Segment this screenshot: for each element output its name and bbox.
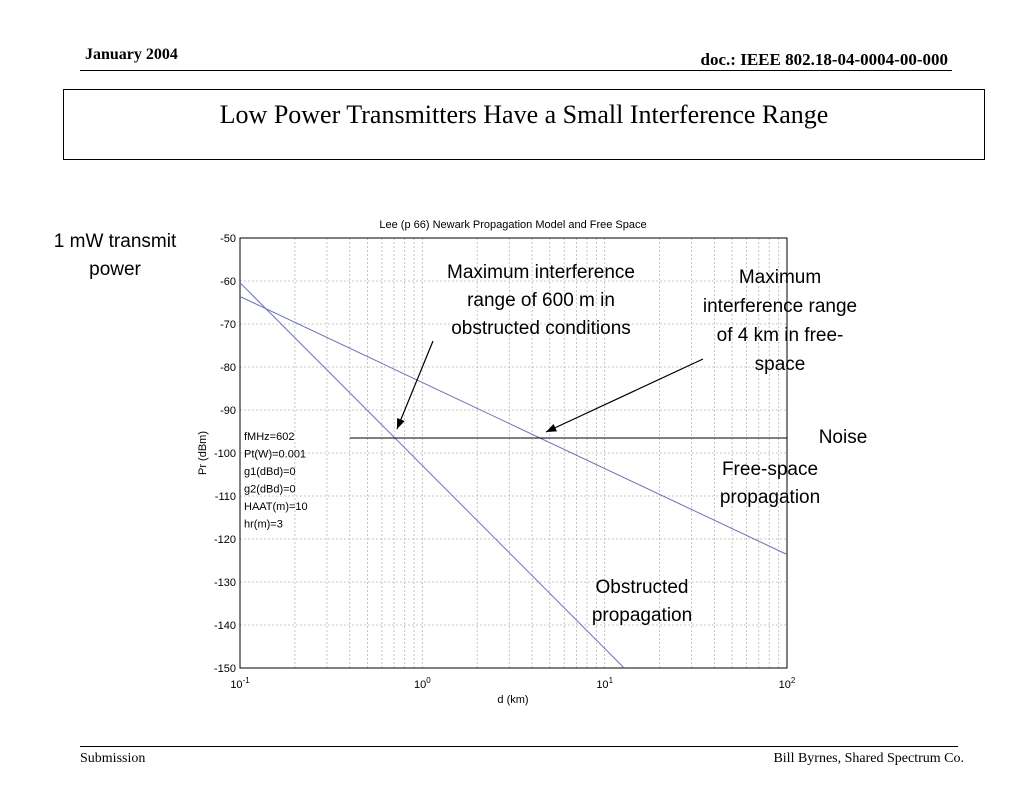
note-line: Maximum interference [447, 262, 635, 283]
note-line: Free-space [721, 459, 819, 480]
x-axis-label: d (km) [497, 694, 528, 706]
footer-author: Bill Byrnes, Shared Spectrum Co. [773, 751, 964, 766]
chart-title: Lee (p 66) Newark Propagation Model and … [379, 219, 646, 231]
note-line: Maximum [738, 267, 822, 288]
y-tick-label: -120 [214, 534, 236, 546]
x-tick-label: 101 [596, 676, 613, 691]
note-line: power [89, 259, 141, 280]
y-tick-label: -70 [220, 319, 236, 331]
x-tick-labels: 10-1 100 101 102 [230, 676, 796, 691]
parameter-line: g2(dBd)=0 [244, 484, 296, 496]
arrow-obstructed [396, 340, 434, 430]
note-line: space [754, 354, 806, 375]
note-line: 1 mW transmit [53, 231, 177, 252]
x-tick-label: 100 [414, 676, 431, 691]
y-tick-labels: -50 -60 -70 -80 -90 -100 -110 -120 -130 -140 -150 [214, 233, 236, 675]
footer-submission: Submission [80, 751, 146, 766]
note-noise: Noise [818, 427, 868, 448]
note-max-obstructed: Maximum interference range of 600 m in o… [421, 259, 661, 343]
y-tick-label: -100 [214, 448, 236, 460]
title-box: Low Power Transmitters Have a Small Inte… [63, 89, 985, 160]
note-tx-power: 1 mW transmit power [30, 228, 200, 284]
header-doc-id: doc.: IEEE 802.18-04-0004-00-000 [700, 50, 948, 69]
header-rule [80, 70, 952, 71]
y-tick-label: -60 [220, 276, 236, 288]
chart-grid [240, 238, 787, 668]
annotation-arrows [396, 340, 704, 433]
chart-series [239, 282, 788, 669]
parameter-list: fMHz=602 Pt(W)=0.001 g1(dBd)=0 g2(dBd)=0 HAA… [244, 431, 308, 531]
header-date: January 2004 [85, 46, 178, 63]
parameter-line: HAAT(m)=10 [244, 501, 308, 513]
plot-area-frame [239, 237, 788, 669]
note-line: interference range [702, 296, 858, 317]
parameter-line: g1(dBd)=0 [244, 466, 296, 478]
y-tick-label: -130 [214, 577, 236, 589]
note-line: propagation [591, 605, 693, 626]
x-tick-label: 10-1 [230, 676, 250, 691]
y-axis-label: Pr (dBm) [197, 431, 209, 475]
note-line: obstructed conditions [451, 318, 631, 339]
y-tick-label: -80 [220, 362, 236, 374]
series-line-2 [239, 282, 625, 669]
y-tick-label: -50 [220, 233, 236, 245]
parameter-line: Pt(W)=0.001 [244, 449, 306, 461]
note-max-free-space: Maximum interference range of 4 km in fr… [680, 263, 880, 379]
note-line: of 4 km in free- [716, 325, 844, 346]
y-tick-label: -90 [220, 405, 236, 417]
slide-title: Low Power Transmitters Have a Small Inte… [219, 99, 829, 129]
note-line: propagation [719, 487, 821, 508]
x-tick-label: 102 [779, 676, 796, 691]
series-line-1 [239, 296, 788, 555]
note-free-space-propagation: Free-space propagation [700, 456, 840, 512]
arrow-obstructed-head [397, 418, 405, 429]
y-tick-label: -110 [215, 491, 236, 503]
y-tick-label: -150 [214, 663, 236, 675]
footer-rule [80, 746, 958, 747]
y-tick-label: -140 [214, 620, 236, 632]
parameter-line: fMHz=602 [244, 431, 294, 443]
parameter-line: hr(m)=3 [244, 519, 283, 531]
note-obstructed-propagation: Obstructed propagation [572, 574, 712, 630]
arrow-free-space [545, 358, 704, 433]
arrow-free-space-head [546, 423, 557, 432]
note-line: range of 600 m in [467, 290, 615, 311]
note-line: Obstructed [595, 577, 689, 598]
